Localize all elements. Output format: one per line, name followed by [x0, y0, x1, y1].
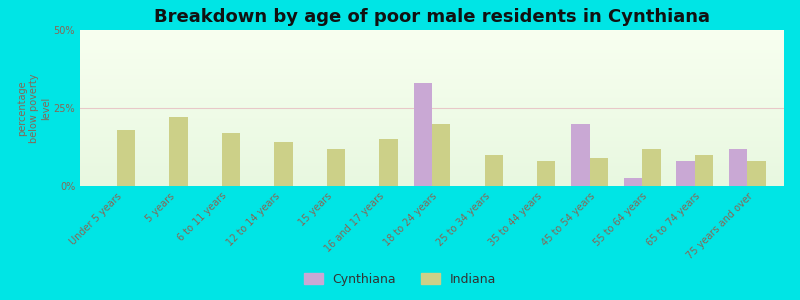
Bar: [747, 161, 766, 186]
Bar: [590, 158, 608, 186]
Bar: [432, 124, 450, 186]
Bar: [694, 155, 713, 186]
Bar: [642, 148, 661, 186]
Bar: [729, 148, 747, 186]
Bar: [537, 161, 555, 186]
Bar: [676, 161, 694, 186]
Title: Breakdown by age of poor male residents in Cynthiana: Breakdown by age of poor male residents …: [154, 8, 710, 26]
Bar: [414, 83, 432, 186]
Bar: [274, 142, 293, 186]
Bar: [485, 155, 503, 186]
Bar: [117, 130, 135, 186]
Legend: Cynthiana, Indiana: Cynthiana, Indiana: [298, 268, 502, 291]
Bar: [624, 178, 642, 186]
Bar: [222, 133, 240, 186]
Bar: [571, 124, 590, 186]
Bar: [327, 148, 346, 186]
Y-axis label: percentage
below poverty
level: percentage below poverty level: [18, 73, 50, 143]
Bar: [379, 139, 398, 186]
Bar: [170, 117, 188, 186]
